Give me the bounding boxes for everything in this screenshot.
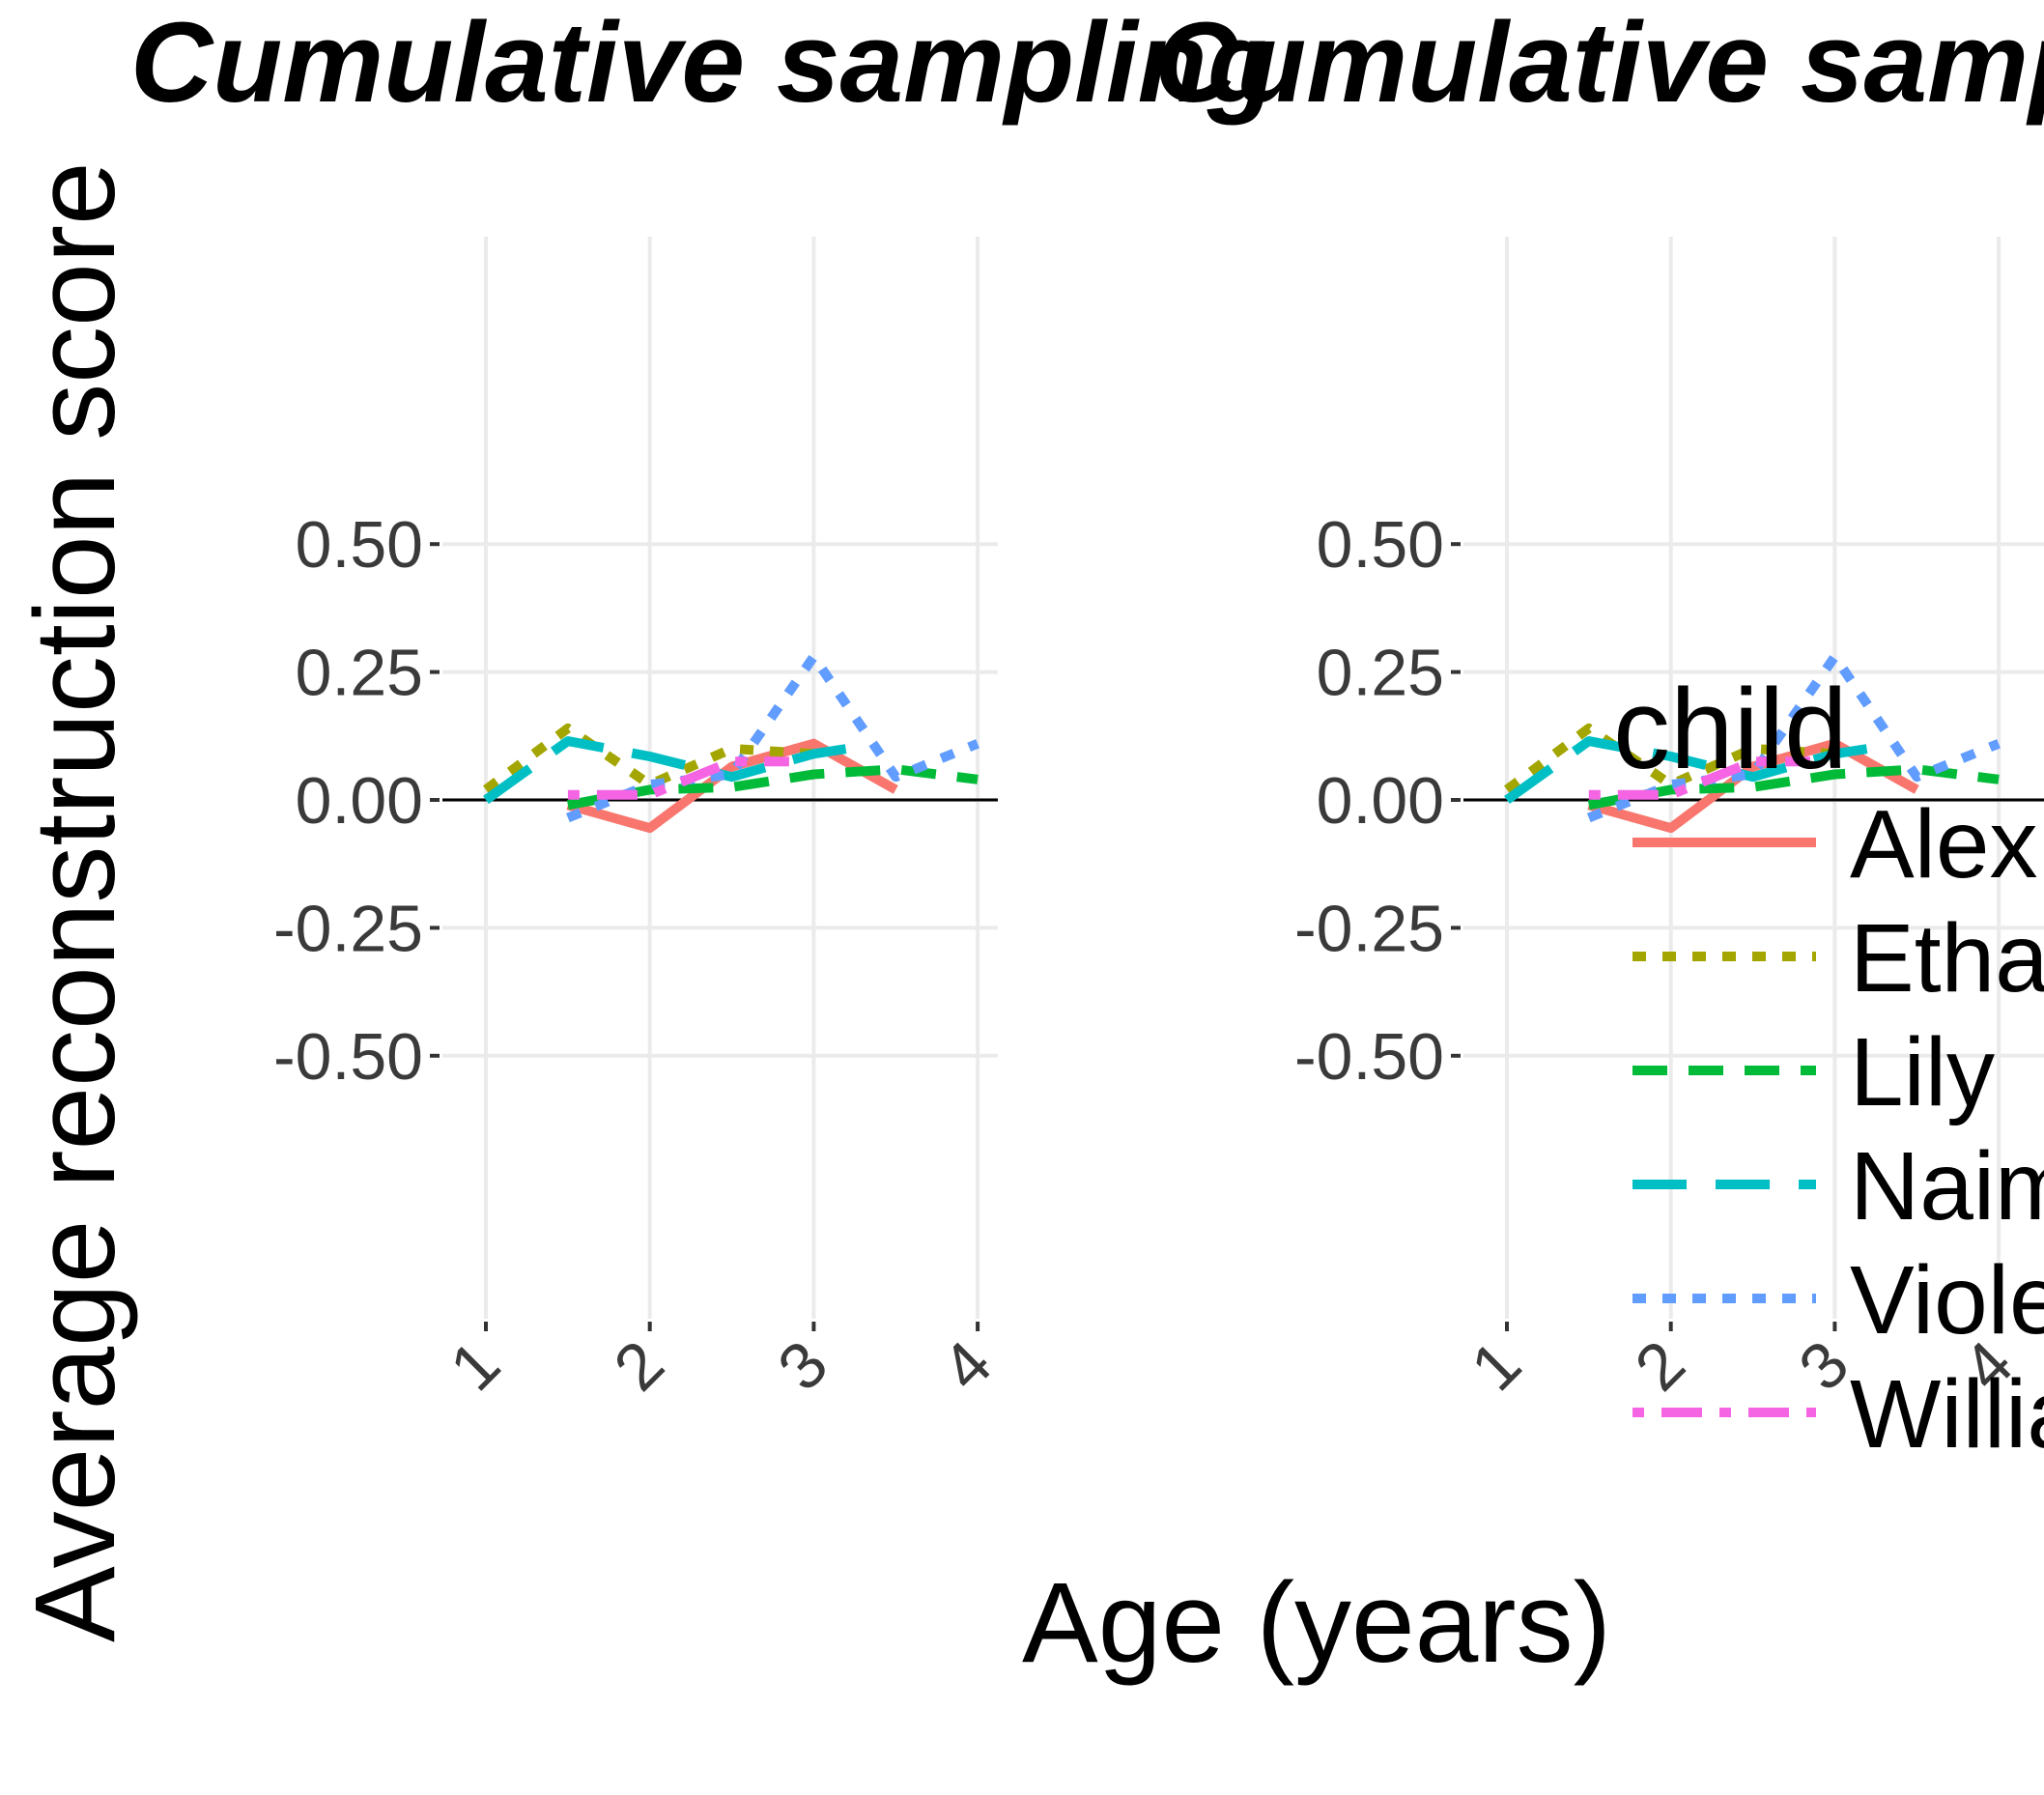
y-tick-label: 0.25 [296,637,423,710]
legend-label-violet: Violet [1850,1246,2044,1354]
y-tick-label: 0.00 [1317,764,1444,838]
legend: child AlexEthanLilyNaimaVioletWilliam [1613,666,2044,1468]
series-line-naima [1504,736,1886,805]
legend-items: AlexEthanLilyNaimaVioletWilliam [1632,790,2044,1468]
y-axis-title: Average reconstruction score [12,161,139,1642]
y-tick-label: -0.25 [1294,892,1444,965]
legend-item-naima: Naima [1632,1132,2044,1240]
legend-label-naima: Naima [1850,1132,2044,1240]
y-tick-label: 0.50 [296,508,423,582]
x-axis-title: Age (years) [1022,1559,1611,1687]
y-tick-label: 0.00 [296,764,423,838]
series-line-ethan [1504,723,1835,794]
legend-label-alex: Alex [1850,790,2038,898]
y-tick-label: 0.50 [1317,508,1444,582]
series-line-alex [566,738,898,834]
panel-1-x-axis: 1 2 3 4 [436,1322,1006,1405]
series-line-violet [1586,651,2001,823]
series-line-naima [483,736,865,805]
panel-1-series [483,651,979,834]
legend-item-lily: Lily [1632,1018,1995,1126]
panel-2-y-axis: 0.50 0.25 0.00 -0.25 -0.50 [1294,508,1461,1094]
x-tick-label: 4 [928,1326,1006,1404]
panel-2-title: Cumulative sampling [1154,0,2044,127]
series-line-william [567,756,789,800]
legend-title: child [1613,666,1848,793]
y-tick-label: -0.50 [1294,1020,1444,1094]
panel-1-title: Cumulative sampling [130,0,1277,127]
legend-label-lily: Lily [1850,1018,1995,1126]
series-line-ethan [483,723,814,794]
legend-item-violet: Violet [1632,1246,2044,1354]
y-tick-label: 0.25 [1317,637,1444,710]
legend-label-ethan: Ethan [1850,904,2044,1012]
legend-item-alex: Alex [1632,790,2038,898]
panel-1: Cumulative sampling 0.50 0.25 0.00 -0.25 -0.… [130,0,1277,1405]
series-line-violet [566,651,979,823]
x-tick-label: 2 [1621,1326,1698,1404]
x-tick-label: 1 [1457,1326,1534,1404]
x-tick-label: 1 [436,1326,513,1404]
legend-item-william: William [1632,1360,2044,1468]
legend-label-william: William [1850,1360,2044,1468]
legend-item-ethan: Ethan [1632,904,2044,1012]
series-line-william [1588,756,1810,800]
x-tick-label: 3 [764,1326,841,1404]
y-tick-label: -0.25 [273,892,423,965]
panel-1-y-axis: 0.50 0.25 0.00 -0.25 -0.50 [273,508,440,1094]
x-tick-label: 2 [600,1326,677,1404]
panel-2-series [1504,651,2001,834]
y-tick-label: -0.50 [273,1020,423,1094]
series-line-alex [1587,738,1919,834]
